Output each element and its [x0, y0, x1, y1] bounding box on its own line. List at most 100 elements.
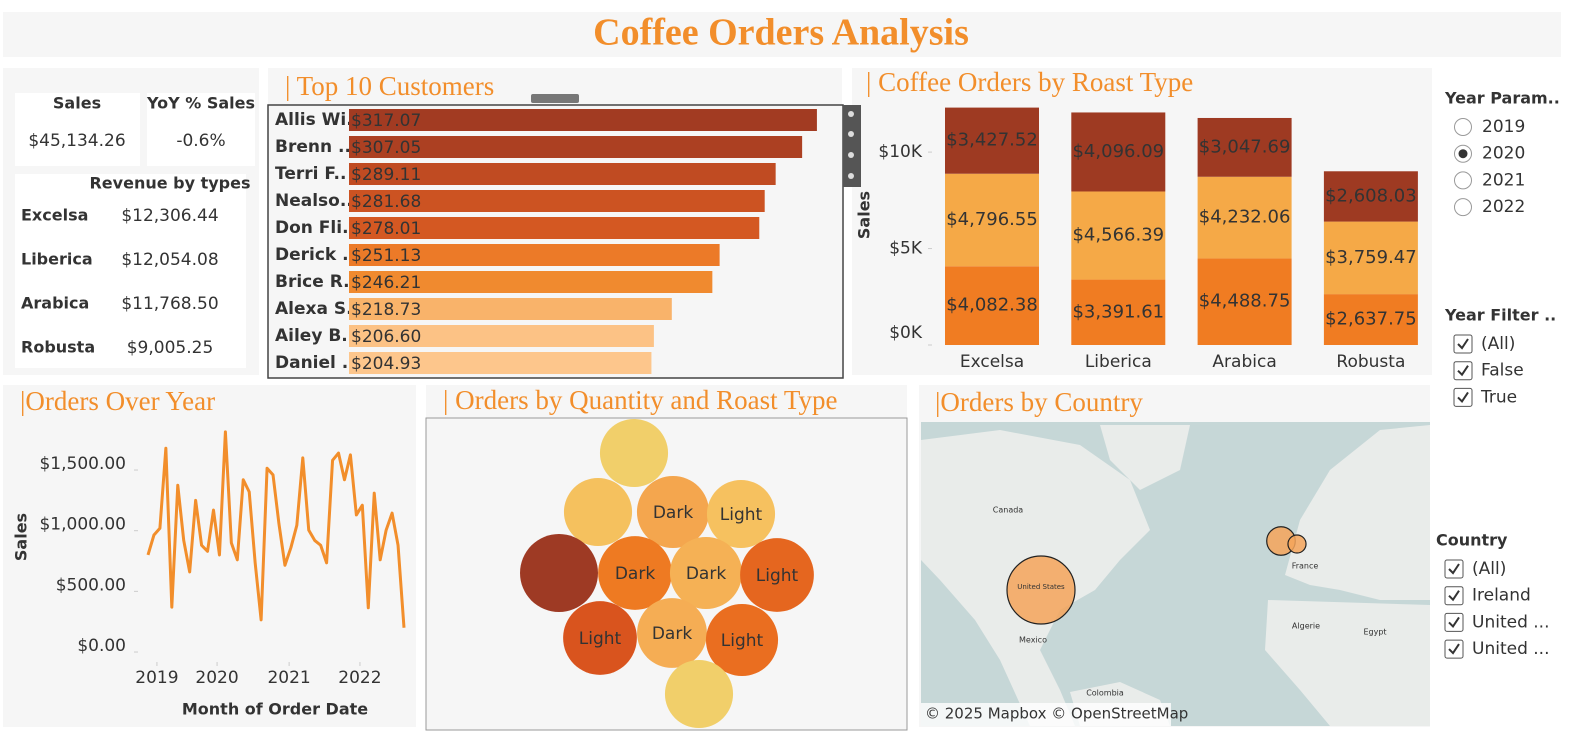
segment-label: $4,566.39: [1072, 225, 1164, 246]
bar-value-label: $204.93: [351, 354, 421, 374]
toolbar-icon[interactable]: [848, 152, 854, 158]
bubble-label: Light: [579, 629, 622, 649]
map-place-label: Algerie: [1292, 622, 1320, 631]
map-place-label: Canada: [993, 506, 1024, 515]
revenue-title: Revenue by types: [89, 174, 250, 193]
bubble: [636, 475, 710, 549]
bar: [349, 244, 720, 266]
radio[interactable]: [1454, 171, 1472, 190]
map-land: [1285, 425, 1430, 600]
bar-value-label: $278.01: [351, 219, 421, 239]
toolbar-icon[interactable]: [848, 173, 854, 179]
country-bubble[interactable]: [1287, 534, 1307, 554]
title-bar: [3, 12, 1561, 57]
bar-segment: [1197, 258, 1292, 345]
kpi-card: [147, 93, 255, 166]
bubble: [664, 659, 734, 729]
bar-segment: [1071, 191, 1166, 280]
revenue-value: $12,306.44: [121, 206, 218, 226]
line-panel: [3, 385, 416, 727]
drag-handle[interactable]: [531, 94, 579, 103]
filter-title: Country: [1436, 531, 1508, 550]
kpi-card: [15, 93, 140, 166]
checkmark[interactable]: [1448, 563, 1460, 575]
x-tick-label: Arabica: [1212, 352, 1276, 372]
x-tick-label: 2022: [338, 668, 381, 688]
checkmark[interactable]: [1457, 365, 1469, 377]
toolbar[interactable]: [843, 105, 861, 187]
bubble-frame: [425, 417, 908, 731]
checkmark[interactable]: [1448, 590, 1460, 602]
customer-label: Alexa S..: [275, 299, 359, 319]
revenue-type: Excelsa: [21, 206, 88, 225]
customer-label: Don Fli..: [275, 218, 355, 238]
x-axis-title: Month of Order Date: [182, 700, 368, 719]
bubble: [740, 538, 814, 612]
radio[interactable]: [1454, 198, 1472, 217]
bubble: [599, 418, 669, 488]
kpi-value: -0.6%: [176, 131, 225, 151]
bar: [349, 271, 713, 293]
segment-label: $3,759.47: [1325, 247, 1417, 268]
checkbox-label: (All): [1481, 334, 1515, 354]
map-place-label: Colombia: [1086, 689, 1124, 698]
checkbox[interactable]: [1444, 559, 1464, 579]
segment-label: $3,391.61: [1072, 301, 1164, 322]
customer-label: Brenn ..: [275, 137, 351, 157]
customer-label: Ailey B..: [275, 326, 354, 346]
revenue-value: $9,005.25: [127, 338, 214, 358]
segment-label: $3,047.69: [1199, 136, 1291, 157]
x-tick-label: 2021: [267, 668, 310, 688]
checkbox[interactable]: [1444, 612, 1464, 632]
checkmark[interactable]: [1457, 391, 1469, 403]
x-tick-label: Robusta: [1336, 352, 1405, 372]
checkbox[interactable]: [1453, 361, 1473, 381]
bar-value-label: $206.60: [351, 327, 421, 347]
segment-label: $4,488.75: [1199, 291, 1291, 312]
checkmark[interactable]: [1457, 338, 1469, 350]
bubble-label: Dark: [686, 564, 726, 584]
checkbox[interactable]: [1444, 639, 1464, 659]
toolbar-icon[interactable]: [848, 111, 854, 117]
y-tick-label: $1,500.00: [39, 454, 126, 474]
checkbox[interactable]: [1453, 334, 1473, 354]
bar-value-label: $218.73: [351, 300, 421, 320]
bubble: [706, 479, 776, 549]
checkmark[interactable]: [1448, 616, 1460, 628]
bar-segment: [1323, 294, 1418, 345]
checkbox[interactable]: [1453, 387, 1473, 407]
bubble: [705, 603, 779, 677]
map-place-label: Mexico: [1019, 636, 1047, 645]
radio-label: 2021: [1482, 170, 1525, 190]
customer-label: Derick ..: [275, 245, 355, 265]
revenue-type: Arabica: [21, 294, 89, 313]
bar-value-label: $307.05: [351, 138, 421, 158]
x-tick-label: 2020: [195, 668, 238, 688]
checkbox-label: (All): [1472, 559, 1506, 579]
chart-title: |Orders Over Year: [20, 386, 215, 416]
bubble-label: Dark: [615, 564, 655, 584]
country-bubble[interactable]: [1006, 555, 1076, 625]
revenue-type: Liberica: [21, 250, 93, 269]
bar-value-label: $251.13: [351, 246, 421, 266]
checkmark[interactable]: [1448, 643, 1460, 655]
kpi-label: YoY % Sales: [146, 94, 255, 113]
selection-frame: [267, 104, 844, 379]
bar-segment: [945, 266, 1039, 345]
bubble: [669, 536, 743, 610]
map-land: [1100, 425, 1190, 490]
checkbox[interactable]: [1444, 586, 1464, 606]
radio[interactable]: [1454, 118, 1472, 136]
bar-segment: [1197, 117, 1292, 177]
segment-label: $4,096.09: [1072, 141, 1164, 162]
bubble: [637, 598, 707, 668]
radio-dot[interactable]: [1458, 149, 1468, 159]
y-tick-label: $5K: [889, 239, 923, 259]
bubble-label: Light: [721, 631, 764, 651]
toolbar-icon[interactable]: [848, 131, 854, 137]
bubble-label: Dark: [653, 503, 693, 523]
map-place-label: France: [1292, 562, 1319, 571]
bar-segment: [1071, 279, 1166, 345]
